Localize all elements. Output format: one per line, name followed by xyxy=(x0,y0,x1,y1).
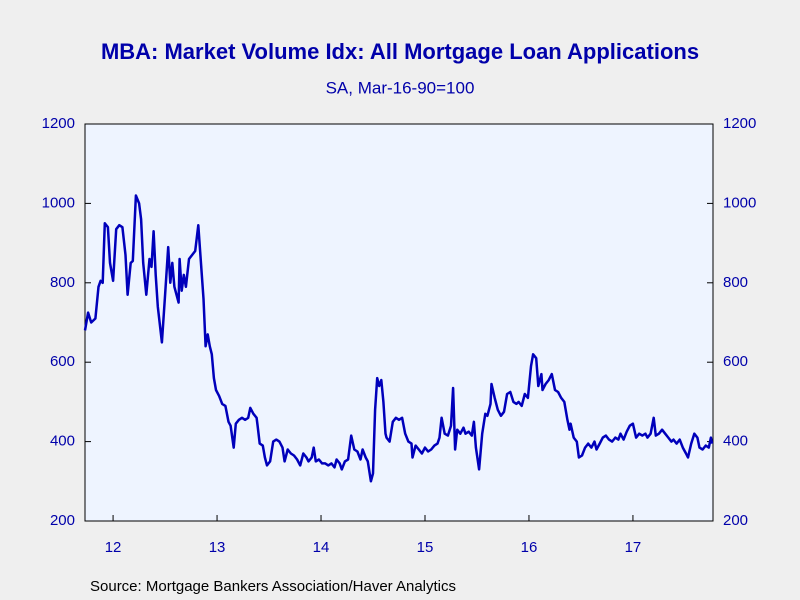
data-line xyxy=(83,194,714,483)
x-tick-label: 12 xyxy=(105,539,122,556)
y2-tick-label: 200 xyxy=(723,512,748,529)
x-tick-label: 13 xyxy=(209,539,226,556)
x-tick-label: 17 xyxy=(625,539,642,556)
y-tick-label: 600 xyxy=(50,353,75,370)
chart-subtitle: SA, Mar-16-90=100 xyxy=(326,78,475,97)
x-tick-label: 14 xyxy=(313,539,330,556)
x-tick-label: 15 xyxy=(417,539,434,556)
y-tick-label: 800 xyxy=(50,274,75,291)
plot-area xyxy=(84,123,714,522)
y2-tick-label: 800 xyxy=(723,274,748,291)
y2-tick-label: 1000 xyxy=(723,194,756,211)
y2-tick-label: 1200 xyxy=(723,115,756,132)
chart-title: MBA: Market Volume Idx: All Mortgage Loa… xyxy=(101,39,699,64)
x-tick-label: 16 xyxy=(521,539,538,556)
y2-tick-label: 400 xyxy=(723,433,748,450)
y-tick-label: 1200 xyxy=(42,115,75,132)
y-tick-label: 1000 xyxy=(42,194,75,211)
y2-tick-label: 600 xyxy=(723,353,748,370)
y-tick-label: 400 xyxy=(50,433,75,450)
y-tick-label: 200 xyxy=(50,512,75,529)
source-note: Source: Mortgage Bankers Association/Hav… xyxy=(90,578,456,595)
